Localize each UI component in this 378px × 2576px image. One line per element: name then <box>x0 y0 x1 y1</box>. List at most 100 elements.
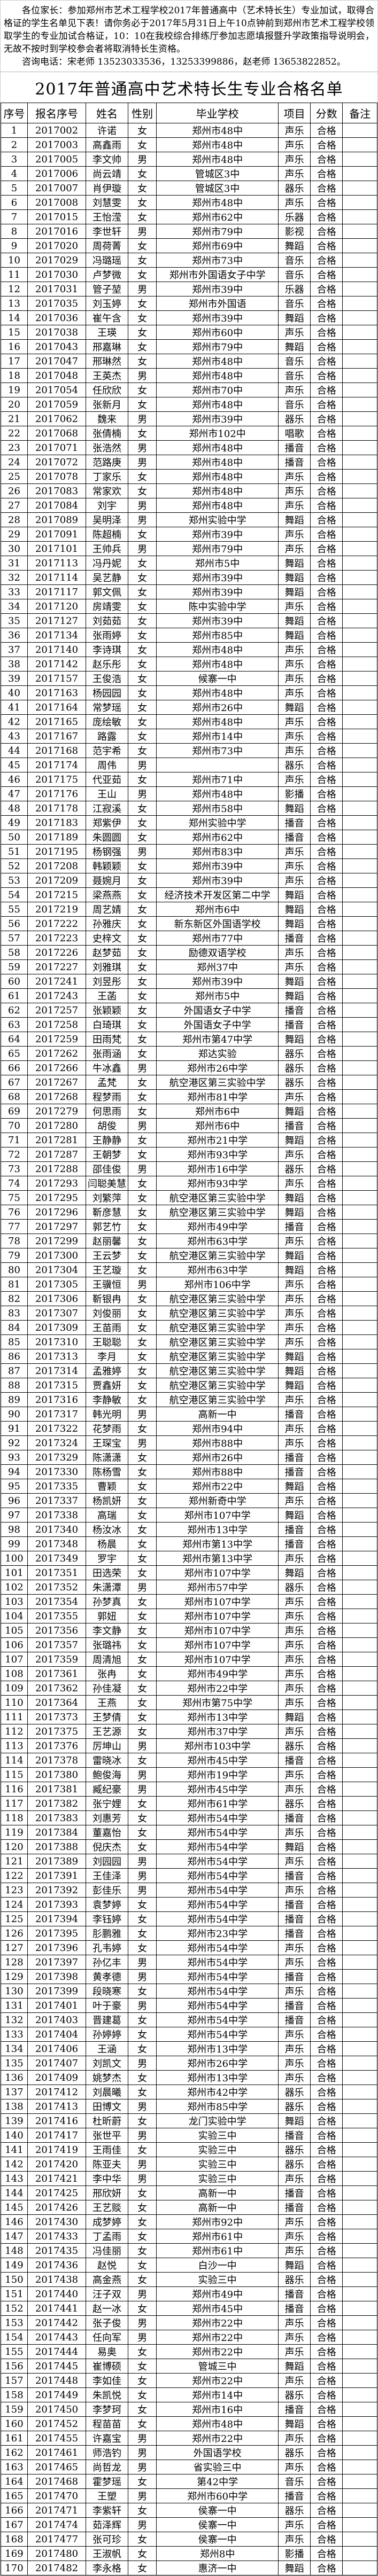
reg-no-cell: 2017359 <box>27 1652 87 1667</box>
reg-no-cell: 2017071 <box>27 440 87 455</box>
category-cell: 声乐 <box>277 1681 311 1696</box>
school-cell: 郑州市54中学 <box>156 1854 279 1869</box>
seq-cell: 134 <box>1 2041 28 2056</box>
result-cell: 合格 <box>310 483 343 498</box>
seq-cell: 25 <box>1 469 28 484</box>
table-row: 99 2017348 杨晨女郑州市第13中学 播音 合格 <box>1 1536 377 1551</box>
remark-cell <box>342 858 377 873</box>
remark-cell <box>342 1147 377 1162</box>
seq-cell: 5 <box>1 181 28 196</box>
seq-cell: 38 <box>1 657 28 672</box>
category-cell: 声乐 <box>277 1940 311 1955</box>
name-cell: 聂婉月 <box>86 873 128 888</box>
category-cell: 声乐 <box>277 844 311 859</box>
school-cell: 郑州市54中学 <box>156 1955 279 1970</box>
name-cell: 汪子双 <box>86 2286 128 2301</box>
name-cell: 邢琳然 <box>86 354 128 369</box>
seq-cell: 59 <box>1 959 28 974</box>
seq-cell: 165 <box>1 2488 28 2503</box>
school-cell: 郑州市37中学 <box>156 1724 279 1739</box>
seq-cell: 120 <box>1 1839 28 1854</box>
remark-cell <box>342 166 377 181</box>
table-row: 98 2017340 杨汝冰女郑州市13中学 播音 合格 <box>1 1522 377 1537</box>
seq-cell: 42 <box>1 714 28 729</box>
reg-no-cell: 2017306 <box>27 1291 87 1306</box>
gender-cell: 女 <box>127 1133 157 1148</box>
name-cell: 郭艺竹 <box>86 1219 128 1234</box>
result-cell: 合格 <box>310 282 343 296</box>
reg-no-cell: 2017020 <box>27 238 87 253</box>
result-cell: 合格 <box>310 2373 343 2388</box>
name-cell: 刘惠芳 <box>86 1810 128 1825</box>
name-cell: 王山 <box>86 786 128 801</box>
remark-cell <box>342 1623 377 1638</box>
table-row: 149 2017436 赵悦女白沙一中 舞蹈 合格 <box>1 2258 377 2273</box>
name-cell: 靳银冉 <box>86 1291 128 1306</box>
category-cell: 声乐 <box>277 1854 311 1869</box>
school-cell: 郑州市13中学 <box>156 2041 279 2056</box>
result-cell: 合格 <box>310 2416 343 2431</box>
reg-no-cell: 2017007 <box>27 181 87 196</box>
reg-no-cell: 2017403 <box>27 2012 87 2027</box>
reg-no-cell: 2017393 <box>27 1897 87 1912</box>
category-cell: 声乐 <box>277 2041 311 2056</box>
seq-cell: 168 <box>1 2532 28 2547</box>
category-cell: 声乐 <box>277 657 311 672</box>
remark-cell <box>342 2416 377 2431</box>
category-cell: 舞蹈 <box>277 1248 311 1263</box>
result-cell: 合格 <box>310 267 343 282</box>
gender-cell: 女 <box>127 2474 157 2489</box>
table-row: 73 2017288 邵佳俊男郑州市16中学 器乐 合格 <box>1 1161 377 1176</box>
school-cell: 郑州市62中 <box>156 830 279 845</box>
remark-cell <box>342 1248 377 1263</box>
remark-cell <box>342 1738 377 1753</box>
remark-cell <box>342 455 377 470</box>
gender-cell: 女 <box>127 1262 157 1277</box>
reg-no-cell: 2017008 <box>27 195 87 210</box>
category-cell: 舞蹈 <box>277 2359 311 2374</box>
table-row: 111 2017373 王梦倩女郑州市13中学 舞蹈 合格 <box>1 1709 377 1724</box>
remark-cell <box>342 772 377 787</box>
reg-no-cell: 2017222 <box>27 916 87 931</box>
category-cell: 播音 <box>277 1003 311 1018</box>
category-cell: 影播 <box>277 2546 311 2561</box>
school-cell: 郑州市71中 <box>156 772 279 787</box>
result-cell: 合格 <box>310 2142 343 2157</box>
remark-cell <box>342 512 377 527</box>
school-cell: 实验三中 <box>156 2128 279 2143</box>
name-cell: 李梦珂 <box>86 2402 128 2417</box>
seq-cell: 27 <box>1 498 28 513</box>
school-cell: 郑州市42中学 <box>156 2085 279 2099</box>
category-cell: 器乐 <box>277 1161 311 1176</box>
table-row: 167 2017474 茹泽辉男侯寨一中 声乐 合格 <box>1 2517 377 2532</box>
gender-cell: 男 <box>127 2157 157 2172</box>
category-cell: 影播 <box>277 786 311 801</box>
school-cell: 郑州市54中学 <box>156 1998 279 2013</box>
result-cell: 合格 <box>310 2113 343 2128</box>
category-cell: 播音 <box>277 1407 311 1422</box>
seq-cell: 139 <box>1 2113 28 2128</box>
remark-cell <box>342 1883 377 1898</box>
seq-cell: 147 <box>1 2229 28 2244</box>
table-row: 77 2017297 郭艺竹女郑州市49中学 播音 合格 <box>1 1219 377 1234</box>
name-cell: 冯璐瑶 <box>86 253 128 268</box>
result-cell: 合格 <box>310 1594 343 1609</box>
school-cell: 郑州市48中 <box>156 354 279 369</box>
table-row: 144 2017425 邢欣妍女高新一中 播音 合格 <box>1 2185 377 2200</box>
remark-cell <box>342 1998 377 2013</box>
result-cell: 合格 <box>310 1277 343 1292</box>
name-cell: 孙婷婷 <box>86 2027 128 2042</box>
table-row: 36 2017134 张雨婷女郑州市85中 舞蹈 合格 <box>1 628 377 643</box>
seq-cell: 48 <box>1 801 28 816</box>
reg-no-cell: 2017440 <box>27 2286 87 2301</box>
seq-cell: 29 <box>1 527 28 542</box>
result-cell: 合格 <box>310 2243 343 2258</box>
table-row: 56 2017222 孙雅庆女新东新区外国语学校 舞蹈 合格 <box>1 916 377 931</box>
name-cell: 朱凯悦 <box>86 2387 128 2402</box>
seq-cell: 85 <box>1 1334 28 1349</box>
gender-cell: 女 <box>127 383 157 397</box>
reg-no-cell: 2017299 <box>27 1234 87 1248</box>
gender-cell: 女 <box>127 873 157 888</box>
result-cell: 合格 <box>310 2041 343 2056</box>
table-row: 82 2017306 靳银冉女航空港区第三实验中学 声乐 合格 <box>1 1291 377 1306</box>
